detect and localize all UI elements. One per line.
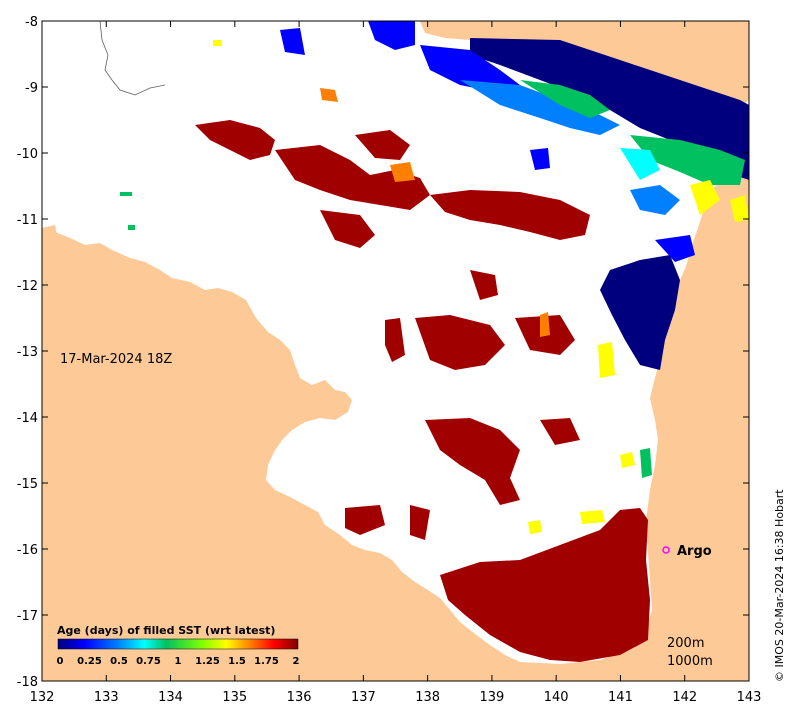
map-area — [42, 21, 749, 681]
x-tick-label: 138 — [415, 690, 440, 705]
y-tick-label: -9 — [25, 81, 38, 96]
legend-title: Age (days) of filled SST (wrt latest) — [57, 624, 275, 637]
legend-tick-label: 1 — [175, 656, 182, 667]
y-tick-label: -17 — [17, 609, 38, 624]
y-tick-label: -16 — [17, 543, 38, 558]
x-tick-label: 137 — [351, 690, 376, 705]
credit-text: © IMOS 20-Mar-2024 16:38 Hobart — [773, 489, 786, 682]
land-island-northwest — [42, 225, 58, 265]
date-label: 17-Mar-2024 18Z — [60, 352, 172, 367]
legend-tick-label: 1.25 — [195, 656, 220, 667]
depth-label-1000m: 1000m — [667, 654, 713, 669]
legend-tick-label: 0.5 — [110, 656, 128, 667]
legend-tick-label: 0 — [57, 656, 64, 667]
depth-label-200m: 200m — [667, 636, 704, 651]
x-tick-label: 139 — [479, 690, 504, 705]
legend-ticks: 0 0.25 0.5 0.75 1 1.25 1.5 1.75 2 — [57, 656, 300, 667]
land-cape-york — [660, 165, 749, 681]
land-northern-territory — [42, 150, 749, 681]
legend-tick-label: 1.5 — [228, 656, 246, 667]
x-tick-label: 133 — [94, 690, 119, 705]
y-tick-label: -15 — [17, 477, 38, 492]
legend-tick-label: 2 — [293, 656, 300, 667]
legend-tick-label: 1.75 — [254, 656, 279, 667]
x-tick-label: 135 — [222, 690, 247, 705]
y-tick-label: -12 — [17, 279, 38, 294]
y-axis: -8 -9 -10 -11 -12 -13 -14 -15 -16 -17 -18 — [17, 15, 749, 690]
y-tick-label: -10 — [17, 147, 38, 162]
sst-age-patches-old — [195, 120, 650, 662]
x-tick-label: 142 — [672, 690, 697, 705]
y-tick-label: -8 — [25, 15, 38, 30]
y-tick-label: -18 — [17, 675, 38, 690]
x-tick-label: 143 — [737, 690, 762, 705]
argo-marker-icon — [662, 546, 670, 554]
y-tick-label: -13 — [17, 345, 38, 360]
y-tick-label: -14 — [17, 411, 38, 426]
x-axis: 132 133 134 135 136 137 138 139 140 141 142 143 — [30, 21, 762, 705]
coastline-detail — [99, 21, 166, 96]
x-tick-label: 132 — [30, 690, 55, 705]
x-tick-label: 136 — [287, 690, 312, 705]
legend-tick-label: 0.25 — [77, 656, 102, 667]
x-tick-label: 134 — [158, 690, 183, 705]
legend-tick-label: 0.75 — [136, 656, 161, 667]
y-tick-label: -11 — [17, 213, 38, 228]
argo-label: Argo — [677, 544, 712, 559]
x-tick-label: 140 — [544, 690, 569, 705]
sst-age-patches-recent — [120, 21, 749, 534]
legend-colorbar — [57, 638, 299, 650]
x-tick-label: 141 — [608, 690, 633, 705]
